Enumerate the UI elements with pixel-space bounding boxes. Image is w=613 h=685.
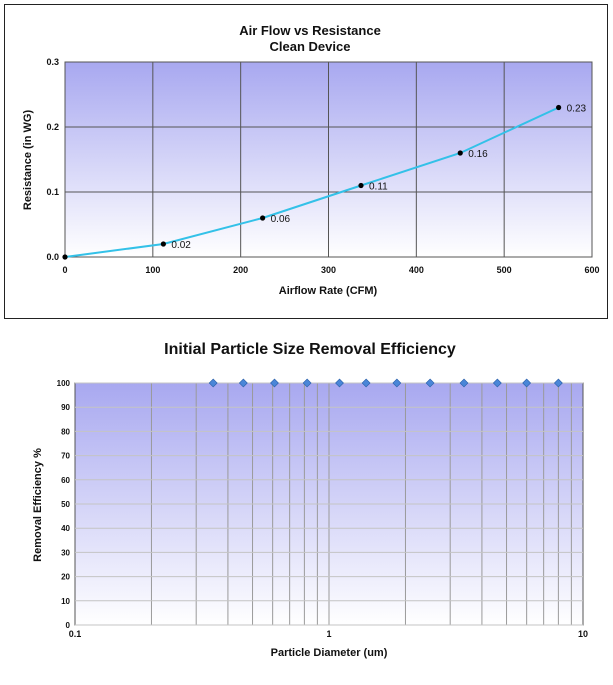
x-tick-label: 200: [233, 265, 248, 275]
y-axis-label: Resistance (in WG): [22, 110, 34, 211]
data-point-marker: [459, 378, 469, 388]
y-axis-label: Removal Efficiency %: [32, 448, 44, 562]
x-tick-label: 10: [578, 629, 588, 639]
y-tick-label: 80: [61, 427, 70, 436]
y-tick-label: 40: [61, 524, 70, 533]
data-point-marker: [238, 378, 248, 388]
y-tick-label: 0.3: [46, 57, 59, 67]
data-label: 0.06: [271, 214, 291, 225]
y-tick-label: 50: [61, 500, 70, 509]
efficiency-chart-panel: Initial Particle Size Removal Efficiency…: [4, 322, 608, 683]
x-tick-label: 300: [321, 265, 336, 275]
data-point-marker: [492, 378, 502, 388]
data-point-marker: [425, 378, 435, 388]
chart-subtitle: Clean Device: [270, 39, 351, 54]
data-label: 0.02: [171, 240, 191, 251]
data-point-marker: [361, 378, 371, 388]
data-point-marker: [270, 378, 279, 388]
y-tick-label: 100: [57, 379, 71, 388]
chart-title: Air Flow vs Resistance: [239, 23, 381, 38]
airflow-resistance-chart: Air Flow vs Resistance Clean Device 0 100…: [22, 23, 600, 297]
tick-labels: 0 100 200 300 400 500 600 0.0 0.1 0.2 0.3: [46, 57, 599, 275]
y-tick-label: 0.2: [46, 122, 59, 132]
x-axis-label: Airflow Rate (CFM): [279, 285, 378, 297]
y-tick-label: 0: [66, 621, 71, 630]
y-tick-label: 90: [61, 403, 70, 412]
data-point-marker: [208, 378, 218, 388]
data-series: 0.02 0.06 0.11 0.16 0.23: [62, 104, 587, 260]
data-point-marker: [335, 378, 344, 388]
data-point: [62, 254, 68, 260]
data-label: 0.11: [369, 182, 388, 193]
data-point: [457, 150, 463, 156]
y-tick-label: 20: [61, 573, 70, 582]
x-axis-label: Particle Diameter (um): [271, 647, 388, 659]
y-tick-label: 70: [61, 452, 70, 461]
data-label: 0.23: [567, 104, 587, 115]
chart-title: Initial Particle Size Removal Efficiency: [164, 341, 456, 358]
y-tick-label: 30: [61, 548, 70, 557]
y-tick-label: 0.0: [46, 252, 59, 262]
tick-labels: 0 10 20 30 40 50 60 70 80 90 100 0.1 1 10: [57, 379, 588, 639]
airflow-chart-panel: Air Flow vs Resistance Clean Device 0 100…: [4, 4, 608, 319]
grid-lines: [64, 61, 593, 258]
data-point-marker: [522, 378, 532, 388]
x-tick-label: 1: [326, 629, 331, 639]
data-point: [160, 241, 166, 247]
data-series: [208, 378, 563, 388]
x-tick-label: 600: [584, 265, 599, 275]
x-tick-label: 0.1: [69, 629, 82, 639]
data-label: 0.16: [468, 149, 488, 160]
x-tick-label: 500: [497, 265, 512, 275]
x-tick-label: 0: [62, 265, 67, 275]
removal-efficiency-chart: Initial Particle Size Removal Efficiency…: [32, 341, 588, 659]
data-point-marker: [392, 378, 402, 388]
data-point: [556, 104, 562, 111]
data-point-marker: [302, 378, 312, 388]
x-tick-label: 400: [409, 265, 424, 275]
data-point: [260, 215, 266, 221]
x-tick-label: 100: [145, 265, 160, 275]
y-tick-label: 10: [61, 597, 70, 606]
grid-lines: [75, 382, 583, 626]
data-point: [358, 182, 364, 189]
y-tick-label: 0.1: [46, 187, 59, 197]
data-point-marker: [553, 378, 563, 388]
resistance-series-line: [64, 106, 560, 258]
y-tick-label: 60: [61, 476, 70, 485]
